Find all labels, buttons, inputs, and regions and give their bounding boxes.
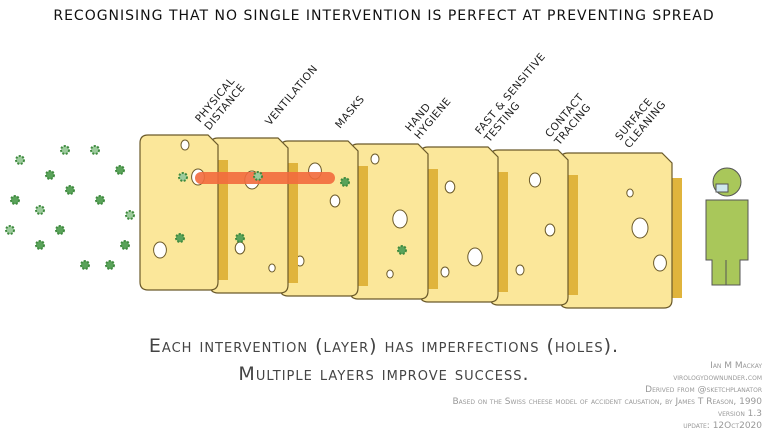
virus <box>105 260 115 270</box>
virus <box>120 240 130 250</box>
virus <box>65 185 75 195</box>
virus <box>175 233 185 243</box>
cheese-hole <box>528 172 542 188</box>
virus <box>55 225 65 235</box>
layer-label: PHYSICALDISTANCE <box>193 74 248 133</box>
virus <box>340 177 350 187</box>
cheese-hole <box>515 264 525 276</box>
virus <box>95 195 105 205</box>
virus <box>178 172 188 182</box>
cheese-hole <box>392 209 408 229</box>
virus-particles <box>5 145 407 270</box>
cheese-hole <box>386 269 394 279</box>
virus <box>125 210 135 220</box>
credit-line: Derived from @sketchplanator <box>645 385 762 395</box>
layer-label-line: FAST & SENSITIVE <box>473 51 548 137</box>
cheese-hole <box>370 153 380 165</box>
cheese-hole <box>544 223 556 237</box>
virus <box>45 170 55 180</box>
cheese-hole <box>180 139 190 151</box>
cheese-hole <box>234 241 246 255</box>
credit-line: Based on the Swiss cheese model of accid… <box>453 397 763 407</box>
cheese-hole <box>444 180 456 194</box>
virus <box>5 225 15 235</box>
virus <box>10 195 20 205</box>
person <box>705 167 749 286</box>
virus <box>15 155 25 165</box>
cheese-hole <box>653 254 667 272</box>
virus <box>235 233 245 243</box>
cheese-hole <box>440 266 450 278</box>
virus <box>115 165 125 175</box>
cheese-hole <box>268 263 276 273</box>
layer-label: SURFACECLEANING <box>613 91 669 151</box>
cheese-hole <box>153 241 167 259</box>
layer-label-line: VENTILATION <box>263 63 320 128</box>
cheese-layer <box>139 134 219 291</box>
credit-line: Ian M Mackay <box>710 361 762 371</box>
virus <box>35 240 45 250</box>
virus <box>80 260 90 270</box>
layer-label: CONTACTTRACING <box>542 91 595 148</box>
virus <box>253 171 263 181</box>
cheese-hole <box>329 194 341 208</box>
layer-label: VENTILATION <box>263 63 320 128</box>
credit-line: version 1.3 <box>718 409 762 419</box>
title: RECOGNISING THAT NO SINGLE INTERVENTION … <box>53 8 714 24</box>
virus <box>397 245 407 255</box>
layer-label: MASKS <box>333 93 367 131</box>
virus-path-arrow <box>195 172 335 184</box>
virus <box>60 145 70 155</box>
virus <box>90 145 100 155</box>
credit-line: virologydownunder.com <box>673 373 762 383</box>
cheese-hole <box>631 217 649 239</box>
virus <box>35 205 45 215</box>
layer-label: HANDHYGIENE <box>403 88 454 142</box>
cheese-hole <box>467 247 483 267</box>
caption-line: Multiple layers improve success. <box>238 363 529 385</box>
credit-line: update: 12Oct2020 <box>683 421 762 431</box>
layer-label-line: MASKS <box>333 93 367 131</box>
cheese-layers <box>139 134 682 309</box>
cheese-hole <box>626 188 634 198</box>
caption-line: Each intervention (layer) has imperfecti… <box>149 335 619 357</box>
